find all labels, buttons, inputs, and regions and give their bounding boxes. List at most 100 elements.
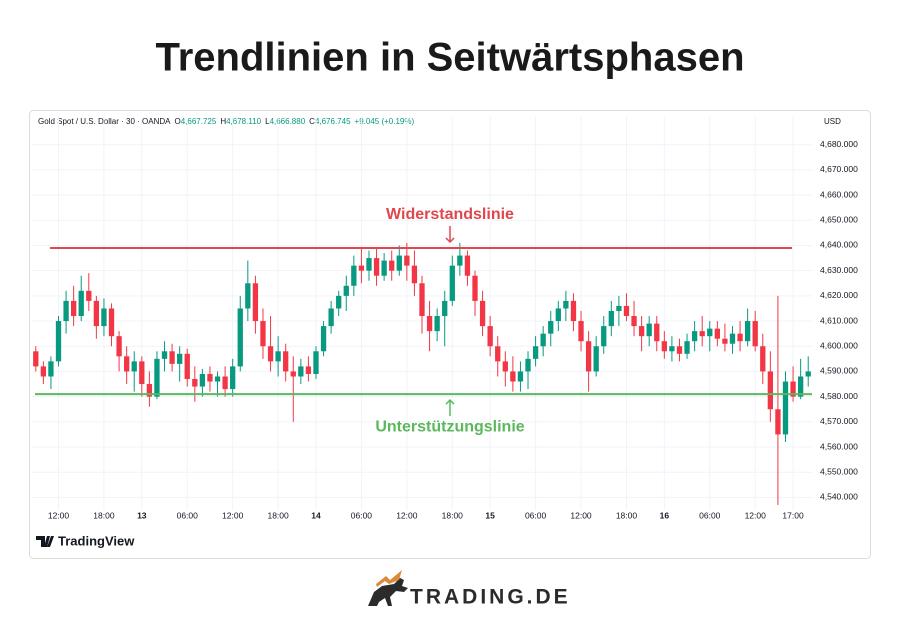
candle-body <box>222 376 228 390</box>
candle-body <box>71 300 77 317</box>
candle-body <box>464 255 471 276</box>
candle-body <box>714 328 720 339</box>
candle-body <box>131 361 137 372</box>
x-tick-label: 06:00 <box>351 510 373 520</box>
candle-body <box>729 333 736 344</box>
trendline-label: Widerstandslinie <box>386 206 514 223</box>
candle-body <box>396 255 402 271</box>
candle-body <box>86 290 92 301</box>
x-tick-label: 06:00 <box>525 510 547 520</box>
candle-body <box>139 361 145 385</box>
y-tick-label: 4,680.000 <box>820 139 858 149</box>
y-tick-label: 4,670.000 <box>820 164 858 174</box>
candle-body <box>555 308 561 322</box>
candle-body <box>283 351 289 372</box>
ohlc-value: 4,666.880 <box>270 117 306 126</box>
x-tick-label: 15 <box>485 510 495 520</box>
candle-body <box>623 305 630 317</box>
y-tick-label: 4,660.000 <box>820 189 858 199</box>
chart-header: Gold Spot / U.S. Dollar · 30 · OANDA O4,6… <box>38 117 414 126</box>
candle-body <box>366 258 372 271</box>
tradingview-icon <box>36 536 54 547</box>
candle-body <box>320 326 327 352</box>
candle-body <box>502 361 508 372</box>
candle-body <box>336 295 342 309</box>
candle-body <box>63 300 69 322</box>
candle-body <box>343 285 349 296</box>
y-tick-label: 4,550.000 <box>820 466 858 476</box>
candle-body <box>442 300 448 317</box>
y-tick-label: 4,590.000 <box>820 366 858 376</box>
y-axis-label: USD <box>824 117 841 126</box>
ohlc-label: L <box>265 117 270 126</box>
candle-body <box>207 373 213 382</box>
candle-body <box>601 326 607 347</box>
candle-body <box>782 381 789 435</box>
candle-body <box>237 308 243 367</box>
candle-body <box>116 336 122 357</box>
candle-body <box>676 346 683 354</box>
ohlc-label: C <box>309 117 315 126</box>
candle-body <box>684 341 690 354</box>
candle-body <box>775 409 781 435</box>
y-tick-label: 4,540.000 <box>820 492 858 502</box>
y-tick-label: 4,630.000 <box>820 265 858 275</box>
candle-body <box>108 308 115 337</box>
page-title: Trendlinien in Seitwärtsphasen <box>155 36 744 80</box>
x-tick-label: 18:00 <box>93 510 115 520</box>
candle-body <box>570 300 577 322</box>
tradingview-text: TradingView <box>58 533 135 548</box>
candle-body <box>33 351 39 367</box>
candle-body <box>760 346 766 372</box>
candle-body <box>608 310 614 327</box>
candle-body <box>661 341 667 352</box>
x-tick-label: 12:00 <box>745 510 767 520</box>
candle-body <box>790 381 796 397</box>
ohlc-label: O <box>175 117 181 126</box>
candle-body <box>487 326 493 347</box>
candle-body <box>177 353 183 364</box>
candle-body <box>328 308 334 327</box>
candle-body <box>305 366 312 374</box>
candle-body <box>699 331 705 337</box>
y-tick-label: 4,600.000 <box>820 341 858 351</box>
price-change: +9.045 (+0.19%) <box>355 117 415 126</box>
y-tick-label: 4,580.000 <box>820 391 858 401</box>
x-tick-label: 06:00 <box>699 510 721 520</box>
bull-icon <box>368 578 408 606</box>
candle-body <box>638 326 645 337</box>
candle-body <box>48 361 54 377</box>
annotation-arrowhead <box>445 237 455 244</box>
candle-body <box>707 328 713 337</box>
candle-body <box>585 341 592 372</box>
candle-body <box>805 371 811 377</box>
candle-body <box>669 346 675 352</box>
ohlc-value: 4,667.725 <box>181 117 217 126</box>
chart: Gold Spot / U.S. Dollar · 30 · OANDA O4,6… <box>32 117 858 520</box>
x-tick-label: 13 <box>137 510 147 520</box>
candle-body <box>78 290 84 317</box>
trendline-label: Unterstützungslinie <box>375 418 524 435</box>
candle-body <box>434 316 440 332</box>
candle-body <box>101 308 107 327</box>
ohlc-label: H <box>220 117 226 126</box>
candle-body <box>691 331 698 342</box>
candle-body <box>199 373 206 387</box>
candle-body <box>381 260 387 276</box>
candle-body <box>426 316 433 332</box>
candle-body <box>411 265 418 284</box>
candle-body <box>457 255 463 266</box>
candle-body <box>540 333 546 347</box>
x-tick-label: 06:00 <box>177 510 199 520</box>
y-tick-label: 4,570.000 <box>820 416 858 426</box>
y-tick-label: 4,640.000 <box>820 240 858 250</box>
candle-body <box>351 265 357 286</box>
candle-body <box>230 366 236 390</box>
tradingview-logo: TradingView <box>36 533 135 548</box>
annotation-arrowhead <box>445 399 455 405</box>
candle-body <box>797 376 804 397</box>
candle-body <box>184 353 190 379</box>
candle-body <box>449 265 455 301</box>
chart-frame <box>29 110 871 559</box>
